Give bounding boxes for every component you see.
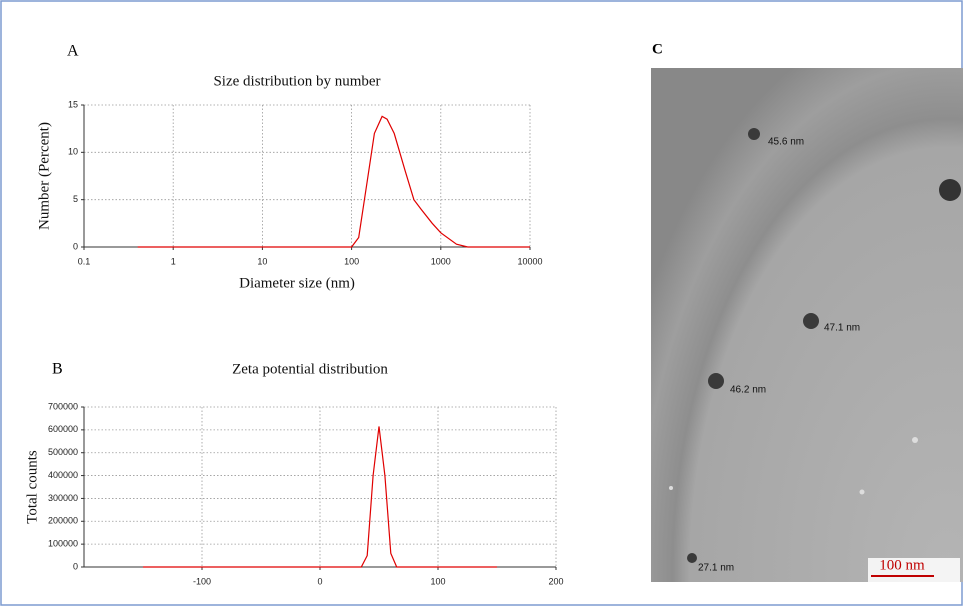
- x-tick-label: 10: [257, 256, 267, 266]
- x-axis-label: Diameter size (nm): [239, 275, 355, 291]
- particle: [939, 179, 961, 201]
- scale-bar-bg: [868, 558, 960, 582]
- tem-panel: C 45.6 nm 47.1 nm 46.2 nm 27.1 nm 100 nm: [651, 41, 963, 582]
- y-tick-label: 15: [68, 99, 78, 109]
- y-tick-label: 10: [68, 147, 78, 157]
- scale-bar-label: 100 nm: [879, 557, 925, 573]
- y-tick-label: 200000: [48, 516, 78, 526]
- data-line: [137, 115, 530, 248]
- data-line: [143, 426, 497, 568]
- y-tick-label: 700000: [48, 401, 78, 411]
- particle: [708, 373, 724, 389]
- x-tick-label: 1: [171, 256, 176, 266]
- x-tick-label: 0: [317, 576, 322, 586]
- y-tick-label: 5: [73, 194, 78, 204]
- x-tick-label: 10000: [517, 256, 542, 266]
- y-tick-label: 500000: [48, 447, 78, 457]
- x-tick-label: 0.1: [78, 256, 91, 266]
- panel-label: C: [652, 41, 663, 57]
- speck: [859, 489, 865, 495]
- x-tick-label: 200: [548, 576, 563, 586]
- y-tick-label: 0: [73, 561, 78, 571]
- annotation: 45.6 nm: [768, 137, 804, 148]
- annotation: 47.1 nm: [824, 323, 860, 334]
- chart-title: Zeta potential distribution: [232, 361, 388, 377]
- y-tick-label: 400000: [48, 470, 78, 480]
- x-tick-label: -100: [193, 576, 211, 586]
- particle: [803, 313, 819, 329]
- y-tick-label: 0: [73, 241, 78, 251]
- particle: [687, 553, 697, 563]
- annotation: 46.2 nm: [730, 385, 766, 396]
- x-tick-label: 1000: [431, 256, 451, 266]
- y-tick-label: 600000: [48, 424, 78, 434]
- x-tick-label: 100: [430, 576, 445, 586]
- chart-title: Size distribution by number: [213, 73, 380, 89]
- y-tick-label: 300000: [48, 493, 78, 503]
- panel-label: B: [52, 361, 63, 378]
- y-tick-label: 100000: [48, 539, 78, 549]
- y-axis-label: Total counts: [24, 450, 40, 524]
- speck: [912, 437, 918, 443]
- speck: [669, 486, 673, 490]
- annotation: 27.1 nm: [698, 563, 734, 574]
- charts: A Size distribution by number Diameter siz…: [24, 43, 563, 587]
- x-tick-label: 100: [344, 256, 359, 266]
- particle: [748, 128, 760, 140]
- panel-label: A: [67, 43, 79, 60]
- y-axis-label: Number (Percent): [36, 122, 52, 230]
